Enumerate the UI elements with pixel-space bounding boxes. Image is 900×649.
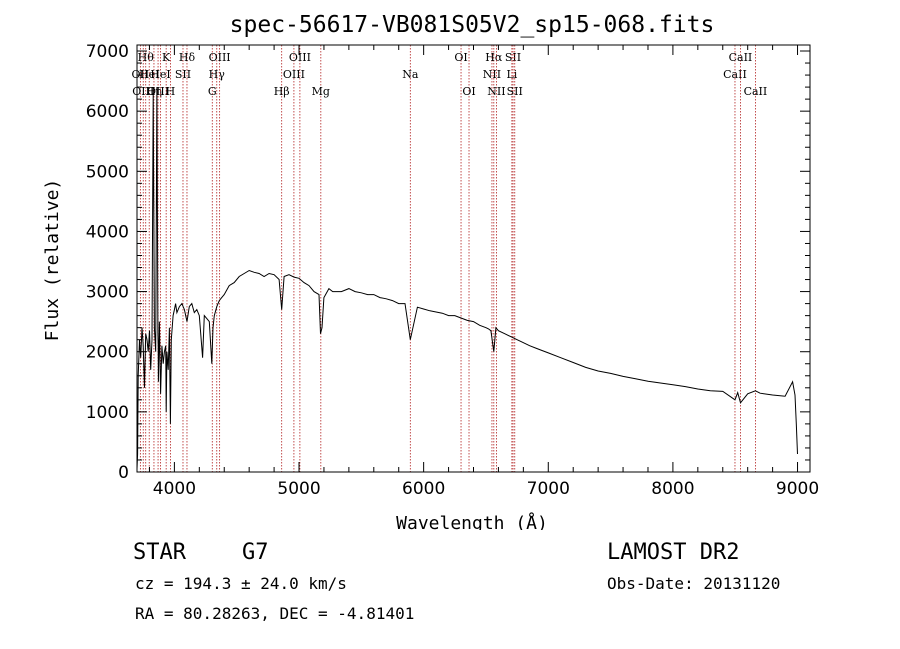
spectrum-line xyxy=(136,87,798,470)
coordinates: RA = 80.28263, DEC = -4.81401 xyxy=(135,604,415,623)
y-tick-label: 5000 xyxy=(86,162,129,182)
line-marker-label: OI xyxy=(454,51,467,64)
line-marker-label: OIII xyxy=(289,51,311,64)
line-marker-group: OIIOIIIHθHeIHηOIIIHeIKHSIIHδGHγOIIIHβOII… xyxy=(132,45,768,472)
line-marker-label: Mg xyxy=(312,85,330,98)
line-marker-label: Hγ xyxy=(209,68,226,81)
line-marker-label: NII xyxy=(487,85,505,98)
line-marker-label: OIII xyxy=(147,85,169,98)
line-marker-label: Li xyxy=(506,68,517,81)
line-marker-label: CaII xyxy=(729,51,753,64)
x-tick-label: 4000 xyxy=(153,479,196,499)
line-marker-label: SII xyxy=(175,68,191,81)
redshift-velocity: cz = 194.3 ± 24.0 km/s xyxy=(135,574,347,593)
line-marker-label: SII xyxy=(505,51,521,64)
spectral-subclass: G7 xyxy=(242,540,269,565)
y-tick-label: 6000 xyxy=(86,102,129,122)
y-axis-label: Flux (relative) xyxy=(42,179,63,342)
observation-date: Obs-Date: 20131120 xyxy=(607,574,781,593)
line-marker-label: HeI xyxy=(139,68,159,81)
y-tick-label: 1000 xyxy=(86,403,129,423)
x-tick-label: 8000 xyxy=(651,479,694,499)
line-marker-label: OIII xyxy=(132,85,154,98)
object-type: STAR xyxy=(133,540,186,565)
line-marker-label: OIII xyxy=(209,51,231,64)
x-tick-label: 6000 xyxy=(402,479,445,499)
axis-ticks: 4000 5000 6000 7000 8000 9000 0 1000 2000 3000 400… xyxy=(86,42,819,499)
x-tick-label: 9000 xyxy=(776,479,819,499)
line-marker-label: HeI xyxy=(150,68,170,81)
line-marker-label: OI xyxy=(462,85,475,98)
line-marker-label: NII xyxy=(483,68,501,81)
x-axis-label: Wavelength (Å) xyxy=(396,512,548,530)
spectrum-series xyxy=(136,87,798,470)
x-tick-label: 5000 xyxy=(277,479,320,499)
chart-title: spec-56617-VB081S05V2_sp15-068.fits xyxy=(230,12,715,38)
plot-frame xyxy=(136,44,811,473)
line-marker-label: Na xyxy=(402,68,419,81)
line-marker-label: CaII xyxy=(744,85,768,98)
y-tick-label: 4000 xyxy=(86,222,129,242)
line-marker-label: Hα xyxy=(485,51,503,64)
line-marker-label: G xyxy=(208,85,217,98)
line-marker-label: SII xyxy=(507,85,523,98)
line-marker-label: OIII xyxy=(283,68,305,81)
line-marker-label: OII xyxy=(132,68,150,81)
line-marker-label: Hβ xyxy=(274,85,290,98)
x-tick-label: 7000 xyxy=(527,479,570,499)
line-marker-label: Hθ xyxy=(138,51,155,64)
y-tick-label: 7000 xyxy=(86,42,129,62)
line-marker-label: K xyxy=(162,51,171,64)
line-marker-label: H xyxy=(166,85,176,98)
spectrum-chart: spec-56617-VB081S05V2_sp15-068.fits Flux… xyxy=(42,12,819,530)
line-marker-label: CaII xyxy=(723,68,747,81)
line-marker-label: Hδ xyxy=(179,51,196,64)
y-tick-label: 0 xyxy=(118,463,129,483)
survey-name: LAMOST DR2 xyxy=(607,540,740,565)
y-tick-label: 3000 xyxy=(86,283,129,303)
y-tick-label: 2000 xyxy=(86,343,129,363)
